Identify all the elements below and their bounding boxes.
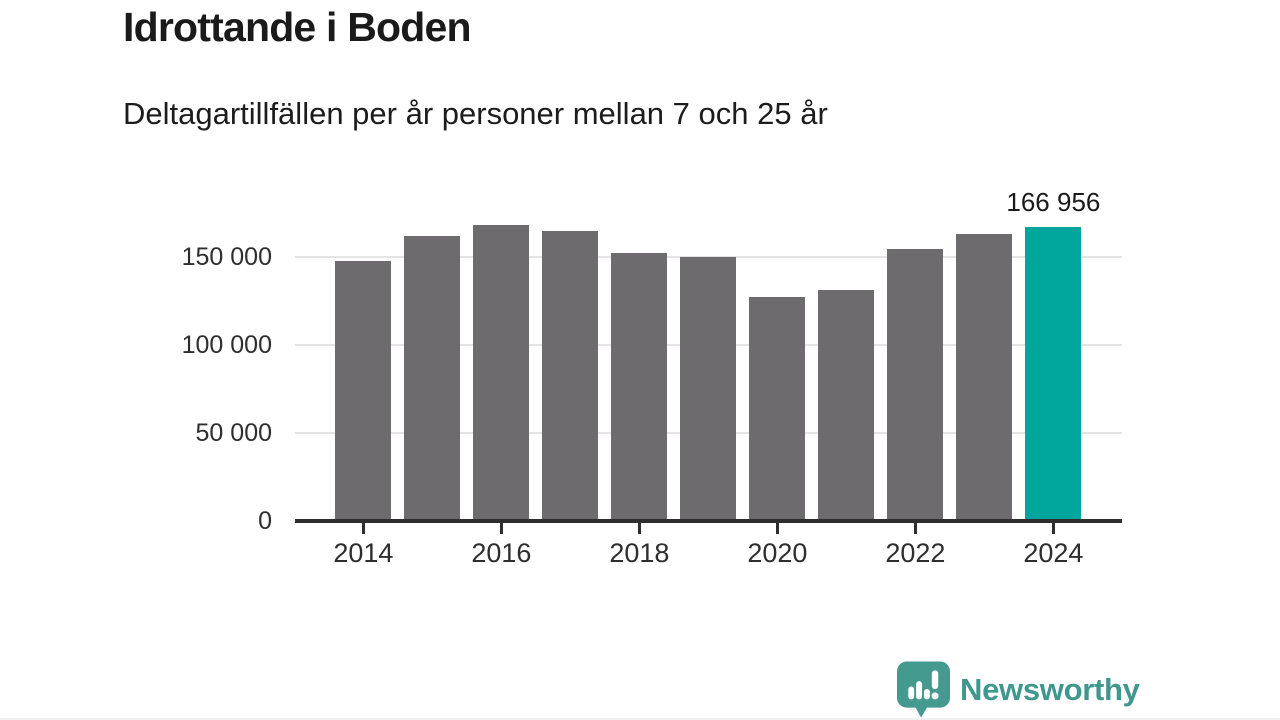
bar-2018: [611, 253, 668, 521]
x-tick-label-2020: 2020: [747, 538, 808, 568]
x-tick-2020: [775, 523, 779, 534]
x-tick-2022: [913, 523, 917, 534]
bar-2024: [1025, 227, 1082, 521]
bar-2021: [818, 290, 875, 521]
brand-footer: Newsworthy: [896, 661, 1140, 718]
x-tick-2014: [361, 523, 365, 534]
bar-2017: [542, 231, 599, 521]
y-tick-label-150000: 150 000: [181, 243, 272, 271]
x-tick-2018: [637, 523, 641, 534]
page-bottom-divider: [0, 718, 1280, 720]
chart-subtitle: Deltagartillfällen per år personer mella…: [123, 96, 828, 131]
bar-2014: [335, 261, 392, 521]
chart-title: Idrottande i Boden: [123, 4, 472, 50]
x-tick-label-2024: 2024: [1023, 538, 1084, 568]
newsworthy-logo-icon: [896, 661, 951, 718]
bar-2019: [680, 257, 737, 521]
newsworthy-brand-name: Newsworthy: [960, 671, 1140, 707]
x-tick-label-2022: 2022: [885, 538, 946, 568]
x-tick-2016: [499, 523, 503, 534]
bar-2020: [749, 297, 806, 521]
bar-2016: [473, 225, 530, 521]
y-tick-label-100000: 100 000: [181, 331, 272, 359]
x-axis-line: [295, 519, 1122, 523]
x-tick-label-2016: 2016: [471, 538, 532, 568]
bar-2022: [887, 249, 944, 521]
bar-2015: [404, 236, 461, 521]
y-tick-label-0: 0: [258, 507, 272, 535]
y-tick-label-50000: 50 000: [195, 419, 272, 447]
bar-2023: [956, 234, 1013, 521]
x-tick-label-2018: 2018: [609, 538, 670, 568]
plot-area: 2014 2016 2018 2020 2022 2024 166 956: [295, 187, 1122, 568]
x-tick-label-2014: 2014: [333, 538, 394, 568]
x-tick-2024: [1051, 523, 1055, 534]
highlight-value-label: 166 956: [1006, 187, 1101, 218]
